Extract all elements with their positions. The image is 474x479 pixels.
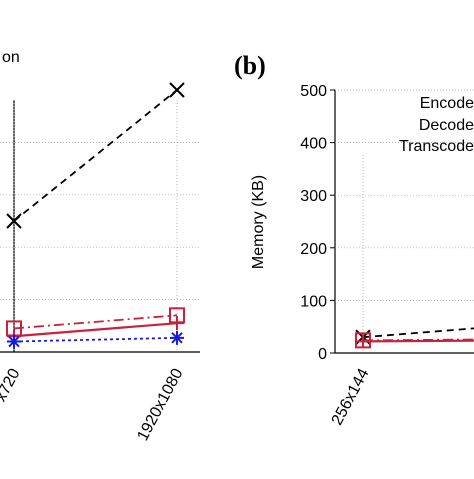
panel-a-data-point-s4 [170, 330, 184, 345]
panel-a-series-line-s4 [13, 336, 178, 343]
panel-b-series-line-encode [362, 327, 474, 339]
panel-b-y-ticks: 0 100 200 300 400 500 [300, 83, 335, 363]
panel-a-grid [0, 100, 200, 352]
panel-b-legend: Encode Decode Transcode [399, 95, 474, 155]
panel-a-x-tick-label: 1920x1080 [134, 366, 186, 444]
panel-b-label: (b) [234, 51, 266, 80]
panel-a-data-point-s1 [169, 82, 185, 98]
panel-b: (b) Memory (KB) 0 100 200 300 400 500 256x144… [234, 51, 474, 428]
panel-a-x-ticks: x720 1920x1080 [0, 366, 187, 444]
panel-b-grid [335, 89, 474, 353]
panel-b-x-ticks: 256x144 [329, 366, 373, 428]
panel-b-y-tick-label: 200 [300, 241, 327, 258]
panel-a-series-line-s2 [13, 314, 178, 330]
legend-entry-encode: Encode [420, 95, 474, 112]
panel-b-y-tick-label: 500 [300, 83, 327, 100]
panel-a-data-point-s1 [6, 213, 22, 229]
panel-a-data-point-s4 [7, 334, 21, 349]
panel-b-series-line-transcode [362, 339, 474, 343]
panel-a: on x720 1920x1080 [0, 49, 200, 444]
panel-a-data-point-s3 [170, 316, 184, 331]
panel-a-title-fragment: on [2, 49, 20, 66]
legend-entry-decode: Decode [419, 117, 474, 134]
panel-b-data-point-transcode [356, 334, 370, 349]
panel-b-y-tick-label: 400 [300, 136, 327, 153]
panel-b-y-axis-label: Memory (KB) [250, 175, 267, 269]
panel-b-series [355, 327, 474, 349]
panel-a-x-tick-label: x720 [0, 366, 24, 405]
panel-a-series-line-s1 [13, 89, 178, 222]
panel-b-y-tick-label: 300 [300, 188, 327, 205]
panel-b-y-tick-label: 0 [318, 346, 327, 363]
panel-b-y-tick-label: 100 [300, 293, 327, 310]
panel-a-series-line-s3 [13, 322, 178, 338]
legend-entry-transcode: Transcode [399, 138, 474, 155]
panel-a-series [6, 82, 185, 349]
panel-b-x-tick-label: 256x144 [329, 366, 373, 428]
